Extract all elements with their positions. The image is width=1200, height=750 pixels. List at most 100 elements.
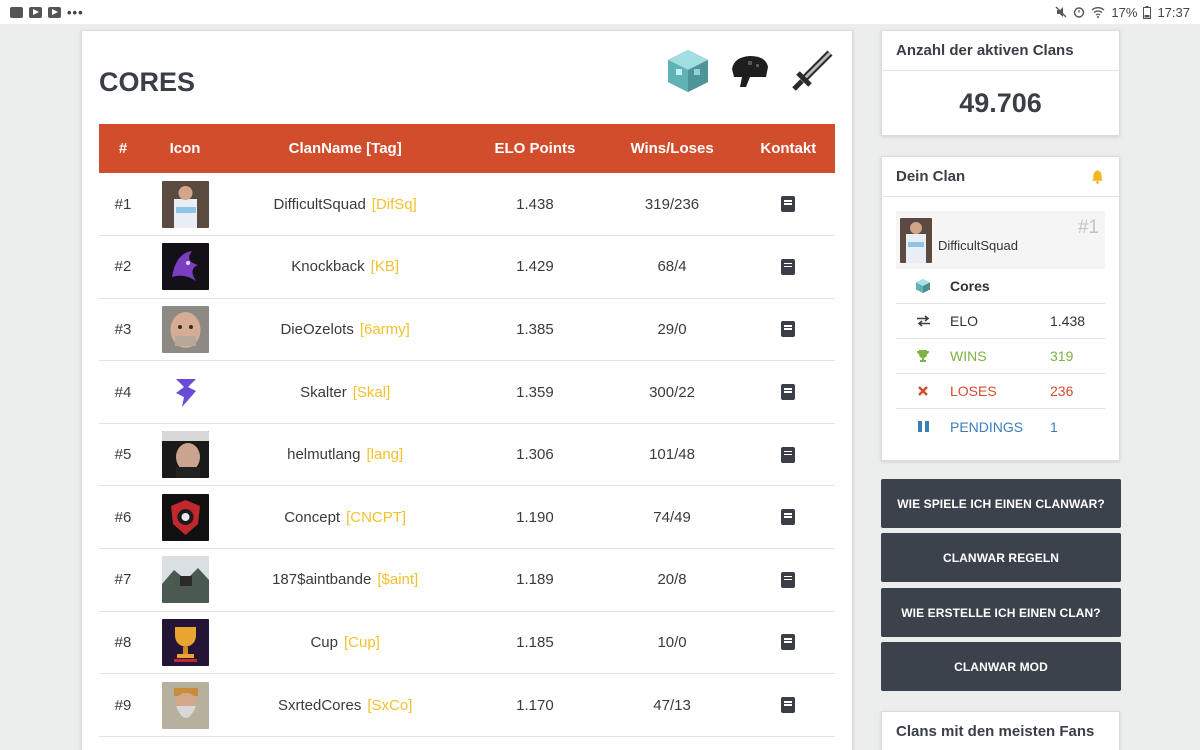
contact-book-icon[interactable] — [781, 571, 796, 588]
clan-name[interactable]: SxrtedCores — [277, 696, 362, 714]
clan-name[interactable]: DieOzelots — [280, 320, 354, 338]
clan-avatar[interactable] — [161, 243, 209, 291]
active-clans-card: Anzahl der aktiven Clans 49.706 — [881, 30, 1120, 136]
rank-cell: #4 — [99, 360, 147, 424]
clan-name[interactable]: Skalter — [300, 383, 347, 401]
stat-wins-value: 319 — [1050, 348, 1074, 364]
table-row[interactable]: #9 SxrtedCores [SxCo] 1.170 47/13 — [99, 673, 835, 737]
clan-avatar[interactable] — [161, 305, 209, 353]
stat-pendings-row: PENDINGS 1 — [896, 409, 1105, 444]
elo-cell: 1.185 — [467, 611, 603, 675]
clan-name[interactable]: Knockback — [291, 258, 365, 276]
clan-name-cell[interactable]: DieOzelots [6army] — [223, 298, 468, 362]
bedwars-mode-icon[interactable] — [726, 47, 774, 95]
clanwar-mod-button[interactable]: CLANWAR MOD — [881, 642, 1121, 691]
clan-avatar[interactable] — [161, 556, 209, 604]
more-icon: ••• — [67, 4, 84, 20]
battery-icon — [1143, 5, 1152, 19]
contact-book-icon[interactable] — [781, 258, 796, 275]
column-header-clanname: ClanName [Tag] — [223, 124, 468, 173]
clan-name[interactable]: DifficultSquad — [273, 195, 366, 213]
clan-avatar[interactable] — [161, 180, 209, 228]
contact-book-icon[interactable] — [781, 196, 796, 213]
clan-name[interactable]: Cup — [310, 633, 338, 651]
active-clans-title: Anzahl der aktiven Clans — [882, 31, 1119, 71]
clan-avatar[interactable] — [161, 618, 209, 666]
clan-name-cell[interactable]: SxrtedCores [SxCo] — [223, 673, 468, 737]
clock: 17:37 — [1157, 4, 1190, 20]
table-row[interactable]: #4 Skalter [Skal] 1.359 300/22 — [99, 360, 835, 424]
your-clan-name[interactable]: DifficultSquad — [938, 237, 1018, 253]
clan-name-cell[interactable]: 187$aintbande [$aint] — [223, 548, 468, 612]
table-row[interactable]: #2 Knockback [KB] 1.429 68/4 — [99, 235, 835, 299]
table-row[interactable]: #6 Concept [CNCPT] 1.190 74/49 — [99, 485, 835, 550]
elo-cell: 1.190 — [467, 485, 603, 550]
contact-book-icon[interactable] — [781, 321, 796, 338]
pvp-mode-icon[interactable] — [788, 47, 836, 95]
create-clan-button[interactable]: WIE ERSTELLE ICH EINEN CLAN? — [881, 588, 1121, 637]
rank-cell: #2 — [99, 235, 147, 299]
contact-book-icon[interactable] — [781, 634, 796, 651]
clan-name[interactable]: helmutlang — [287, 446, 361, 464]
rank-cell: #9 — [99, 673, 147, 737]
clan-name[interactable]: 187$aintbande — [272, 571, 372, 589]
clan-name-cell[interactable]: Concept [CNCPT] — [223, 485, 468, 550]
table-row[interactable]: #8 Cup [Cup] 1.185 10/0 — [99, 611, 835, 675]
ranking-card: CORES # Icon ClanName [Tag] — [81, 30, 853, 750]
game-mode-selector — [664, 47, 836, 95]
clan-name-cell[interactable]: Skalter [Skal] — [223, 360, 468, 424]
top-fans-card: Clans mit den meisten Fans — [881, 711, 1120, 750]
clan-avatar[interactable] — [161, 681, 209, 729]
table-row[interactable]: #5 helmutlang [lang] 1.306 101/48 — [99, 423, 835, 487]
contact-book-icon[interactable] — [781, 446, 796, 463]
ranking-table: # Icon ClanName [Tag] ELO Points Wins/Lo… — [99, 124, 835, 737]
clan-tag: [Cup] — [344, 633, 380, 651]
winloss-cell: 20/8 — [602, 548, 742, 612]
clan-name[interactable]: Concept — [284, 508, 341, 526]
cores-mode-icon[interactable] — [664, 47, 712, 95]
winloss-cell: 10/0 — [602, 611, 742, 675]
your-clan-summary[interactable]: DifficultSquad #1 — [896, 211, 1105, 269]
your-clan-rank: #1 — [1077, 217, 1099, 238]
winloss-cell: 47/13 — [602, 673, 742, 737]
contact-book-icon[interactable] — [781, 697, 796, 714]
top-fans-title: Clans mit den meisten Fans — [882, 712, 1119, 750]
how-to-play-clanwar-button[interactable]: WIE SPIELE ICH EINEN CLANWAR? — [881, 479, 1121, 528]
clan-avatar[interactable] — [161, 431, 209, 479]
elo-cell: 1.429 — [467, 235, 603, 299]
elo-cell: 1.385 — [467, 298, 603, 362]
elo-cell: 1.438 — [467, 173, 603, 237]
clan-name-cell[interactable]: DifficultSquad [DifSq] — [223, 173, 468, 237]
stat-elo-value: 1.438 — [1050, 313, 1086, 329]
clan-avatar[interactable] — [161, 493, 209, 541]
elo-cell: 1.170 — [467, 673, 603, 737]
clan-name-cell[interactable]: Knockback [KB] — [223, 235, 468, 299]
stat-loses-value: 236 — [1050, 383, 1074, 399]
wifi-icon — [1091, 7, 1105, 18]
contact-book-icon[interactable] — [781, 509, 796, 526]
bell-icon[interactable] — [1090, 169, 1105, 184]
rank-cell: #5 — [99, 423, 147, 487]
stat-mode-row: Cores — [896, 269, 1105, 304]
column-header-winloss: Wins/Loses — [602, 124, 742, 173]
clan-tag: [$aint] — [377, 571, 419, 589]
stat-mode-label: Cores — [950, 278, 990, 294]
winloss-cell: 29/0 — [602, 298, 742, 362]
column-header-contact: Kontakt — [741, 124, 835, 173]
stat-pendings-label: PENDINGS — [950, 418, 1024, 435]
table-row[interactable]: #7 187$aintbande [$aint] 1.189 20/8 — [99, 548, 835, 612]
table-header-row: # Icon ClanName [Tag] ELO Points Wins/Lo… — [99, 124, 835, 173]
table-row[interactable]: #3 DieOzelots [6army] 1.385 29/0 — [99, 298, 835, 362]
contact-book-icon[interactable] — [781, 384, 796, 401]
clan-avatar[interactable] — [161, 368, 209, 416]
youtube-icon — [48, 6, 61, 18]
clanwar-rules-button[interactable]: CLANWAR REGELN — [881, 533, 1121, 582]
rank-cell: #6 — [99, 485, 147, 550]
battery-percent: 17% — [1111, 4, 1138, 20]
clan-name-cell[interactable]: Cup [Cup] — [223, 611, 468, 675]
table-row[interactable]: #1 DifficultSquad [DifSq] 1.438 319/236 — [99, 173, 835, 237]
clan-name-cell[interactable]: helmutlang [lang] — [223, 423, 468, 487]
your-clan-title: Dein Clan — [896, 168, 966, 185]
winloss-cell: 68/4 — [602, 235, 742, 299]
stat-wins-row: WINS 319 — [896, 339, 1105, 374]
